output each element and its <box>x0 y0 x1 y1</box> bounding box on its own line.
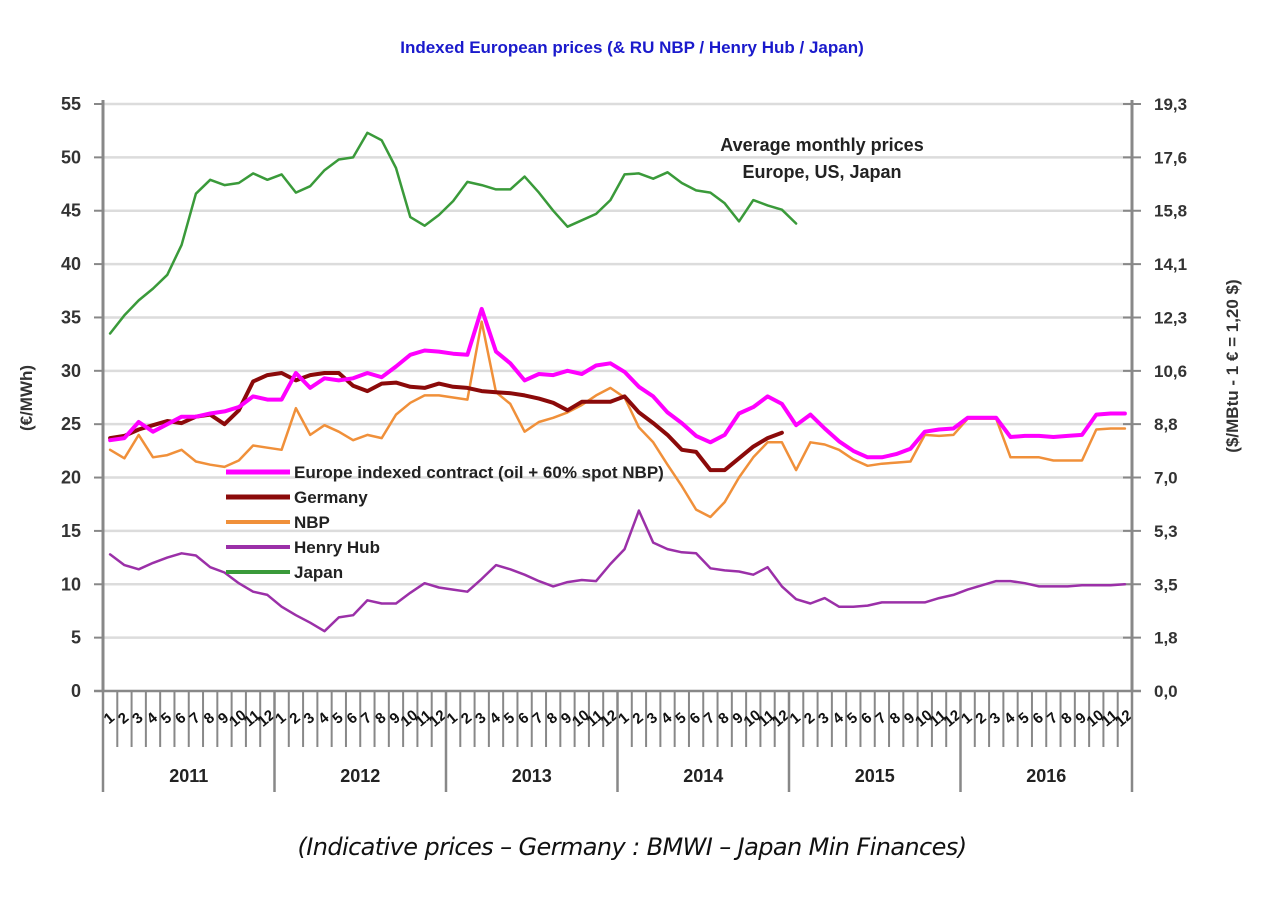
legend-label: NBP <box>294 513 330 532</box>
y-right-tick-label: 1,8 <box>1154 629 1178 648</box>
y-axis-left-ticks: 0 5 10 15 20 25 30 35 40 45 50 55 <box>61 94 103 701</box>
y-right-tick-label: 0,0 <box>1154 682 1178 701</box>
y-tick-label: 40 <box>61 254 81 274</box>
y-tick-label: 55 <box>61 94 81 114</box>
y-tick-label: 15 <box>61 521 81 541</box>
y-right-tick-label: 8,8 <box>1154 415 1178 434</box>
legend-label: Europe indexed contract (oil + 60% spot … <box>294 463 664 482</box>
series-line-henry <box>108 509 1127 633</box>
source-caption: (Indicative prices – Germany : BMWI – Ja… <box>297 833 968 861</box>
y-tick-label: 25 <box>61 414 81 434</box>
legend: Europe indexed contract (oil + 60% spot … <box>226 463 664 582</box>
y-tick-label: 5 <box>71 628 81 648</box>
y-axis-right-title: ($/MBtu - 1 € = 1,20 $) <box>1223 279 1242 452</box>
chart-title: Indexed European prices (& RU NBP / Henr… <box>400 38 864 57</box>
series-line-nbp <box>108 320 1127 519</box>
y-right-tick-label: 7,0 <box>1154 469 1178 488</box>
y-right-tick-label: 5,3 <box>1154 522 1178 541</box>
legend-label: Germany <box>294 488 368 507</box>
year-label: 2014 <box>683 766 723 786</box>
year-label: 2012 <box>340 766 380 786</box>
annotation-line-2: Europe, US, Japan <box>742 162 901 182</box>
legend-label: Japan <box>294 563 343 582</box>
y-right-tick-label: 19,3 <box>1154 95 1187 114</box>
y-tick-label: 35 <box>61 307 81 327</box>
y-right-tick-label: 3,5 <box>1154 575 1178 594</box>
series-line-europe <box>108 306 1127 460</box>
series-line-japan <box>108 131 798 335</box>
series-lines <box>108 131 1127 633</box>
y-tick-label: 30 <box>61 361 81 381</box>
year-label: 2011 <box>169 766 208 786</box>
gridlines <box>103 102 1132 639</box>
x-axis: 1234567891011121234567891011121234567891… <box>101 691 1136 792</box>
legend-label: Henry Hub <box>294 538 380 557</box>
y-axis-right-ticks: 0,0 1,8 3,5 5,3 7,0 8,8 10,6 12,3 14,1 15,8 17,6 19… <box>1123 95 1187 701</box>
y-tick-label: 20 <box>61 468 81 488</box>
year-label: 2016 <box>1026 766 1066 786</box>
y-tick-label: 45 <box>61 201 81 221</box>
y-right-tick-label: 14,1 <box>1154 255 1187 274</box>
y-right-tick-label: 10,6 <box>1154 362 1187 381</box>
y-tick-label: 50 <box>61 147 81 167</box>
y-tick-label: 0 <box>71 681 81 701</box>
y-right-tick-label: 15,8 <box>1154 202 1187 221</box>
annotation-line-1: Average monthly prices <box>720 135 923 155</box>
y-tick-label: 10 <box>61 574 81 594</box>
y-right-tick-label: 12,3 <box>1154 308 1187 327</box>
year-label: 2013 <box>512 766 552 786</box>
year-label: 2015 <box>855 766 895 786</box>
series-line-germany <box>108 371 784 473</box>
y-axis-left-title: (€/MWh) <box>17 365 36 431</box>
y-right-tick-label: 17,6 <box>1154 148 1187 167</box>
